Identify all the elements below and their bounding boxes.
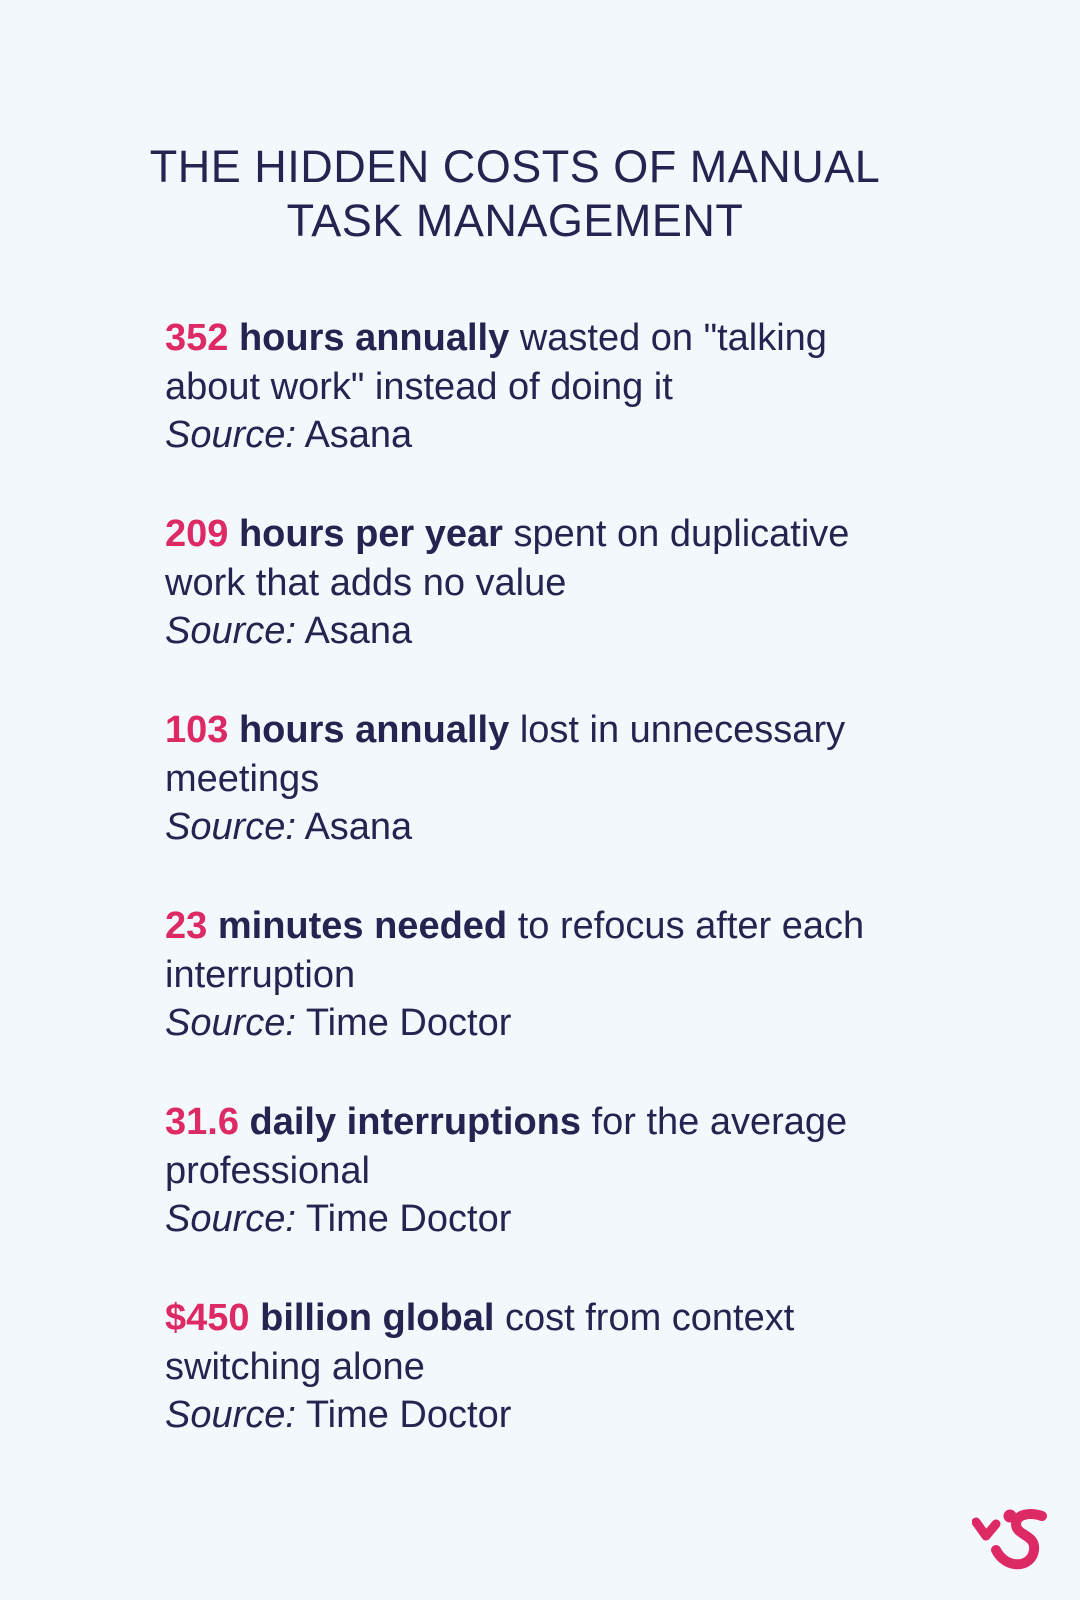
- stat-description: for the average professional: [165, 1101, 848, 1192]
- stat-source: Source: Time Doctor: [165, 1391, 925, 1440]
- stats-list: 352 hours annually wasted on "talking ab…: [165, 314, 925, 1490]
- page-title: THE HIDDEN COSTS OF MANUAL TASK MANAGEME…: [0, 140, 1030, 248]
- stat-highlight: daily interruptions: [249, 1101, 582, 1143]
- source-name: Asana: [304, 806, 413, 848]
- stat-highlight: minutes needed: [217, 905, 508, 947]
- stat-source: Source: Asana: [165, 803, 925, 852]
- stat-highlight: billion global: [260, 1297, 495, 1339]
- source-label: Source:: [165, 1198, 296, 1240]
- stat-item: 103 hours annually lost in unnecessary m…: [165, 706, 925, 851]
- source-label: Source:: [165, 414, 296, 456]
- source-name: Time Doctor: [305, 1394, 512, 1436]
- stat-item: 31.6 daily interruptions for the average…: [165, 1098, 925, 1243]
- stat-source: Source: Time Doctor: [165, 1195, 925, 1244]
- stat-item: $450 billion global cost from context sw…: [165, 1294, 925, 1439]
- stat-description: spent on duplicative work that adds no v…: [165, 513, 850, 604]
- stat-description: wasted on "talking about work" instead o…: [165, 317, 827, 408]
- stat-item: 209 hours per year spent on duplicative …: [165, 510, 925, 655]
- stat-description: to refocus after each interruption: [165, 905, 865, 996]
- stat-number: 103: [165, 709, 229, 751]
- stat-number: $450: [165, 1297, 250, 1339]
- source-label: Source:: [165, 806, 296, 848]
- stat-item: 352 hours annually wasted on "talking ab…: [165, 314, 925, 459]
- stat-description: lost in unnecessary meetings: [165, 709, 846, 800]
- stat-highlight: hours annually: [238, 317, 510, 359]
- stat-number: 209: [165, 513, 229, 555]
- stat-description: cost from context switching alone: [165, 1297, 795, 1388]
- stat-highlight: hours per year: [238, 513, 503, 555]
- source-name: Asana: [304, 414, 413, 456]
- source-name: Time Doctor: [305, 1198, 512, 1240]
- stat-item: 23 minutes needed to refocus after each …: [165, 902, 925, 1047]
- stat-number: 352: [165, 317, 229, 359]
- stat-source: Source: Asana: [165, 411, 925, 460]
- title-line-2: TASK MANAGEMENT: [286, 195, 744, 246]
- source-name: Time Doctor: [305, 1002, 512, 1044]
- stat-source: Source: Time Doctor: [165, 999, 925, 1048]
- stat-number: 23: [165, 905, 208, 947]
- stat-number: 31.6: [165, 1101, 239, 1143]
- source-label: Source:: [165, 610, 296, 652]
- source-name: Asana: [304, 610, 413, 652]
- brand-logo-icon: [972, 1509, 1047, 1570]
- source-label: Source:: [165, 1394, 296, 1436]
- stat-highlight: hours annually: [238, 709, 510, 751]
- source-label: Source:: [165, 1002, 296, 1044]
- title-line-1: THE HIDDEN COSTS OF MANUAL: [149, 141, 881, 192]
- stat-source: Source: Asana: [165, 607, 925, 656]
